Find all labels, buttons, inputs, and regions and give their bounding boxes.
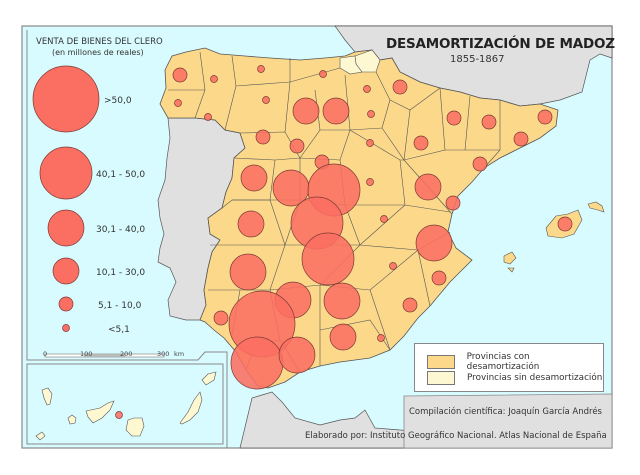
- map-title: DESAMORTIZACIÓN DE MADOZ: [386, 36, 615, 52]
- symbol-granada: [329, 323, 357, 351]
- symbol-lleida: [481, 114, 497, 130]
- symbol-huelva: [213, 310, 229, 326]
- size-legend-circle: [58, 296, 74, 312]
- size-legend-circle: [39, 146, 93, 200]
- legend-panel-frame: [26, 30, 228, 448]
- symbol-salamanca: [240, 164, 268, 192]
- size-class-label: <5,1: [108, 325, 130, 335]
- symbol-badajoz: [229, 253, 267, 291]
- size-class-label: 10,1 - 30,0: [96, 268, 146, 278]
- symbol-burgos: [322, 97, 350, 125]
- canary-islands: [35, 371, 217, 441]
- scale-tick-label: 200: [120, 350, 133, 358]
- symbol-lugo: [210, 75, 218, 83]
- size-legend-circle: [62, 324, 70, 332]
- symbol-alicante: [431, 270, 447, 286]
- symbol-navarra: [392, 79, 408, 95]
- category-label: Provincias sin desamortización: [467, 373, 603, 383]
- symbol-baleares: [557, 216, 573, 232]
- size-legend-circles: [32, 65, 100, 332]
- map-subtitle-years: 1855-1867: [450, 54, 505, 65]
- symbol-cuenca: [380, 215, 388, 223]
- symbol-guadalajara: [366, 178, 374, 186]
- symbol-teruel: [414, 173, 442, 201]
- size-class-label: 5,1 - 10,0: [98, 301, 142, 311]
- ibiza-land: [503, 251, 517, 265]
- scale-tick-label: 300: [157, 350, 170, 358]
- size-class-label: 30,1 - 40,0: [96, 225, 146, 235]
- category-label: Provincias con desamortización: [466, 352, 540, 372]
- swatch-without-desamortization: [427, 371, 455, 385]
- symbol-asturias: [257, 65, 265, 73]
- swatch-with-desamortization: [427, 355, 455, 369]
- size-class-label: >50,0: [104, 96, 132, 106]
- symbol-le-n: [262, 96, 270, 104]
- scale-tick-label: 100: [80, 350, 93, 358]
- category-legend-item: Provincias con desamortización: [427, 352, 603, 372]
- symbol-m-laga: [278, 336, 316, 374]
- symbol-a-coru-a: [172, 67, 188, 83]
- size-class-label: 40,1 - 50,0: [96, 170, 146, 180]
- symbol-pontevedra: [174, 99, 182, 107]
- symbol-castell-n: [445, 195, 461, 211]
- symbol-palencia: [292, 97, 320, 125]
- symbol-valladolid: [289, 138, 305, 154]
- symbol-barcelona: [513, 131, 529, 147]
- menorca-land: [587, 201, 605, 213]
- symbol--lava: [363, 85, 371, 93]
- symbol-valencia: [415, 224, 453, 262]
- symbol-la-rioja: [367, 110, 375, 118]
- proportional-symbols: [115, 65, 573, 419]
- size-legend-subtitle: (en millones de reales): [52, 48, 144, 57]
- symbol-zamora: [255, 129, 271, 145]
- scale-unit-label: km: [174, 350, 185, 358]
- credits-panel: [403, 393, 613, 449]
- symbol-c-diz: [230, 336, 284, 390]
- scale-bar: [44, 353, 165, 358]
- symbol-ja-n: [323, 282, 361, 320]
- canary-inset-frame: [26, 363, 224, 445]
- symbol-murcia: [402, 297, 418, 313]
- symbol-tarragona: [472, 156, 488, 172]
- symbol-albacete: [389, 262, 397, 270]
- symbol-zaragoza: [413, 135, 429, 151]
- symbol-almer-a: [377, 334, 385, 342]
- scale-tick-label: 0: [43, 350, 48, 358]
- symbol-soria: [366, 139, 374, 147]
- symbol-ourense: [204, 113, 212, 121]
- size-legend-circle: [52, 257, 80, 285]
- symbol-girona: [537, 109, 553, 125]
- size-legend-circle: [47, 209, 85, 247]
- formentera-land: [507, 267, 515, 273]
- size-legend-circle: [32, 65, 100, 133]
- credit-produced-by: Elaborado por: Instituto Geográfico Naci…: [305, 431, 607, 441]
- size-legend-title: VENTA DE BIENES DEL CLERO: [36, 37, 163, 47]
- symbol-canarias: [115, 411, 123, 419]
- symbol-huesca: [446, 110, 462, 126]
- category-legend-item: Provincias sin desamortización: [427, 371, 602, 385]
- symbol-ciudad-real: [301, 232, 355, 286]
- symbol-c-ceres: [237, 210, 265, 238]
- category-legend: Provincias con desamortización Provincia…: [414, 343, 604, 392]
- symbol-cantabria: [319, 70, 327, 78]
- credit-compilation: Compilación científica: Joaquín García A…: [409, 407, 602, 417]
